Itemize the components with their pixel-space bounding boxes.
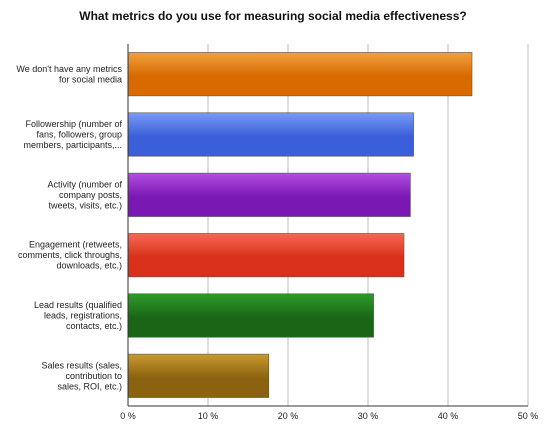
x-tick-label: 40 %: [438, 411, 459, 421]
bar: [127, 52, 473, 97]
x-tick-label: 0 %: [120, 411, 136, 421]
category-label: Activity (number of company posts, tweets,…: [47, 179, 122, 210]
bar: [127, 233, 405, 278]
x-tick-label: 50 %: [518, 411, 539, 421]
x-tick-labels: 0 % 10 % 20 % 30 % 40 % 50 %: [120, 411, 538, 421]
bar: [127, 172, 411, 217]
chart-title: What metrics do you use for measuring so…: [79, 9, 466, 23]
category-label: Lead results (qualified leads, registrati…: [34, 300, 122, 331]
category-label: Engagement (retweets, comments, click thr…: [18, 240, 122, 271]
x-tick-label: 10 %: [198, 411, 219, 421]
bar: [127, 293, 374, 338]
category-label: We don't have any metrics for social medi…: [16, 64, 122, 85]
x-tick-label: 20 %: [278, 411, 299, 421]
category-label: Sales results (sales, contribution to sale…: [41, 360, 122, 391]
category-labels: We don't have any metrics for social medi…: [16, 64, 122, 391]
bar: [127, 112, 414, 157]
bar: [127, 353, 270, 398]
category-label: Followership (number of fans, followers, …: [23, 119, 122, 150]
bars: [127, 52, 473, 398]
axes: [127, 44, 528, 407]
grid-lines: [207, 44, 529, 406]
x-tick-label: 30 %: [358, 411, 379, 421]
